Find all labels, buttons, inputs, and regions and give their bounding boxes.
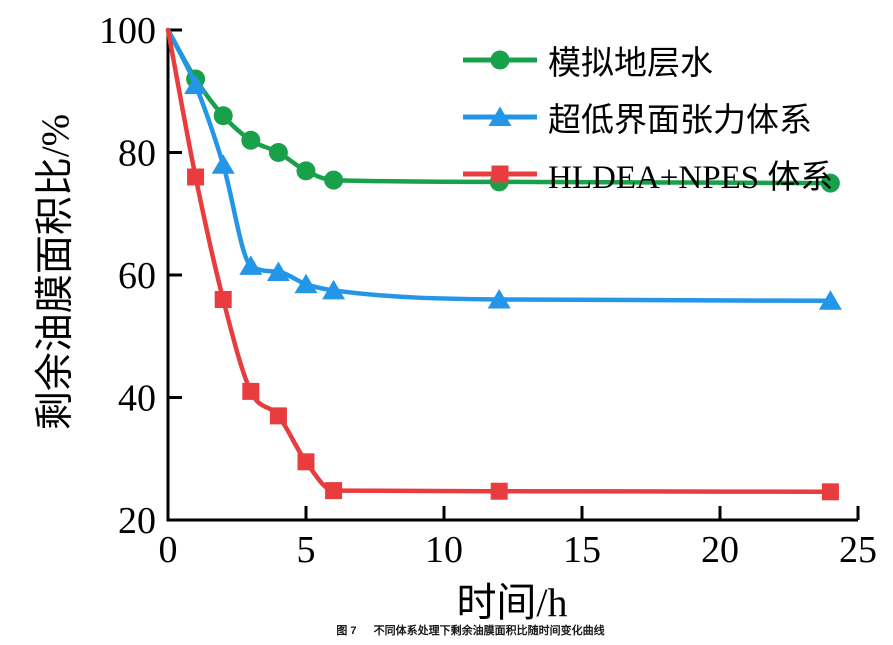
x-axis-title: 时间/h <box>456 580 568 625</box>
series-line-triangle <box>165 27 833 303</box>
figure-caption: 图 7 不同体系处理下剩余油膜面积比随时间变化曲线 <box>48 622 893 638</box>
x-axis-tick-label: 0 <box>159 529 178 571</box>
data-point-circle <box>324 170 344 190</box>
data-point-square <box>297 453 315 471</box>
figure-caption-number: 图 7 <box>336 625 357 637</box>
data-point-triangle <box>294 273 318 294</box>
data-point-square <box>242 382 260 400</box>
x-axis-tick-label: 10 <box>425 529 463 571</box>
data-point-triangle <box>818 290 842 310</box>
data-point-triangle <box>184 74 208 95</box>
data-point-triangle <box>266 261 290 281</box>
data-point-square <box>269 407 287 425</box>
data-point-square <box>490 482 508 500</box>
legend-label-hldea-npes-system: HLDEA+NPES 体系 <box>548 159 834 196</box>
legend-label-simulated-formation-water: 模拟地层水 <box>548 45 713 82</box>
data-point-triangle <box>322 279 346 300</box>
data-point-circle <box>268 143 288 162</box>
y-axis-tick-label: 60 <box>118 255 156 297</box>
y-axis-tick-label: 80 <box>118 133 156 175</box>
x-axis-tick-label: 5 <box>297 529 316 571</box>
x-axis-tick-label: 25 <box>839 529 877 571</box>
data-point-circle <box>241 130 261 150</box>
data-point-square <box>821 483 839 501</box>
data-point-square <box>325 482 343 500</box>
x-axis-tick-label: 20 <box>701 529 739 571</box>
legend-item-hldea-npes-system: HLDEA+NPES 体系 <box>462 145 833 202</box>
y-axis-tick-label: 100 <box>99 10 156 52</box>
legend-line-square-marker-icon <box>463 165 537 182</box>
data-point-circle <box>296 161 316 181</box>
y-axis-tick-label: 20 <box>118 500 156 542</box>
figure-caption-title: 不同体系处理下剩余油膜面积比随时间变化曲线 <box>373 625 605 637</box>
legend-line-triangle-marker-icon <box>463 106 537 126</box>
data-point-circle <box>820 173 840 193</box>
legend: 模拟地层水 超低界面张力体系 HLDEA+NPES 体系 <box>462 31 833 202</box>
data-point-triangle <box>487 289 511 309</box>
y-axis-title: 剩余油膜面积比/% <box>34 113 77 431</box>
data-point-triangle <box>239 255 263 275</box>
legend-item-ultralow-ift-system: 超低界面张力体系 <box>462 88 833 145</box>
data-point-triangle <box>211 154 235 174</box>
data-point-square <box>214 291 232 308</box>
data-point-circle <box>213 106 233 126</box>
x-axis-tick-label: 15 <box>563 529 601 571</box>
data-point-square <box>187 168 205 186</box>
legend-label-ultralow-ift-system: 超低界面张力体系 <box>548 102 812 139</box>
legend-line-circle-marker-icon <box>463 50 537 69</box>
y-axis-tick-label: 40 <box>118 378 156 420</box>
legend-item-simulated-formation-water: 模拟地层水 <box>462 31 833 88</box>
